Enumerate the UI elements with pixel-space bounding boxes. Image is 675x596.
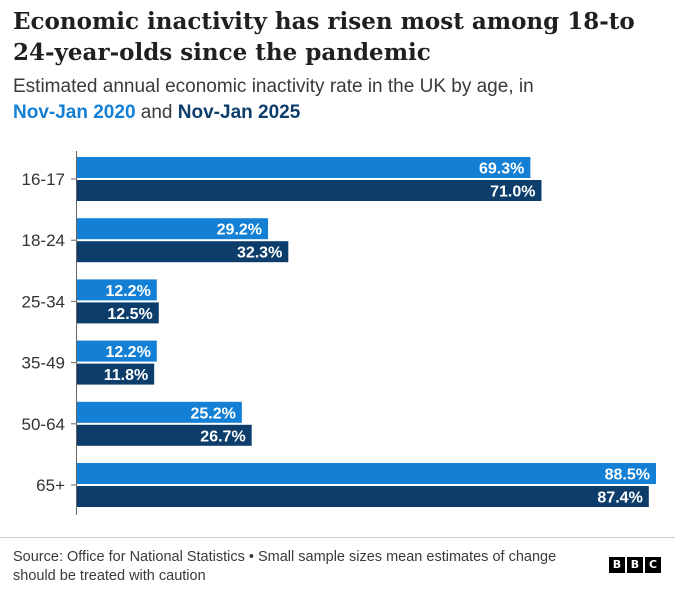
logo-letter-b1: B: [609, 557, 625, 573]
bar-value-label: 71.0%: [490, 184, 535, 201]
category-label: 16-17: [22, 170, 65, 189]
category-label: 65+: [36, 476, 65, 495]
bar-value-label: 87.4%: [597, 490, 642, 507]
logo-letter-c: C: [645, 557, 661, 573]
bbc-logo: B B C: [609, 557, 661, 573]
bar-2020: [77, 218, 269, 240]
chart-subtitle: Estimated annual economic inactivity rat…: [13, 74, 663, 126]
bar-2020: [77, 463, 656, 484]
bar-value-label: 12.2%: [105, 283, 150, 300]
legend-2020: Nov-Jan 2020: [13, 102, 136, 123]
bar-value-label: 25.2%: [190, 405, 235, 422]
bar-2025: [77, 302, 159, 324]
source-note: Source: Office for National Statistics •…: [13, 549, 557, 584]
logo-letter-b2: B: [627, 557, 643, 573]
legend-joiner: and: [140, 102, 173, 123]
bar-value-label: 12.5%: [107, 306, 152, 323]
bar-value-label: 12.2%: [105, 344, 150, 361]
subtitle-text: Estimated annual economic inactivity rat…: [13, 76, 534, 97]
bar-chart: 16-17 69.3% 71.0% 18-24 29.2% 32.3% 25-34 12.2%…: [22, 151, 656, 515]
category-label: 35-49: [22, 354, 65, 373]
bar-value-label: 88.5%: [605, 467, 650, 484]
category-label: 25-34: [22, 292, 65, 311]
category-label: 18-24: [22, 231, 65, 250]
chart-title: Economic inactivity has risen most among…: [13, 8, 635, 66]
bar-2020: [77, 279, 157, 301]
bar-value-label: 29.2%: [217, 222, 262, 239]
bar-2020: [77, 340, 157, 362]
bar-2025: [77, 424, 252, 446]
legend-2025: Nov-Jan 2025: [177, 102, 301, 123]
bar-2025: [77, 241, 289, 263]
bar-value-label: 69.3%: [479, 161, 524, 178]
bar-2020: [77, 157, 531, 178]
category-label: 50-64: [22, 415, 65, 434]
bar-value-label: 11.8%: [104, 367, 148, 384]
bar-value-label: 32.3%: [237, 245, 282, 262]
bar-2025: [77, 486, 649, 507]
footer-divider: [0, 537, 675, 538]
bar-2025: [77, 363, 155, 385]
bar-2025: [77, 180, 542, 201]
bar-2020: [77, 401, 242, 423]
bar-value-label: 26.7%: [200, 428, 245, 445]
